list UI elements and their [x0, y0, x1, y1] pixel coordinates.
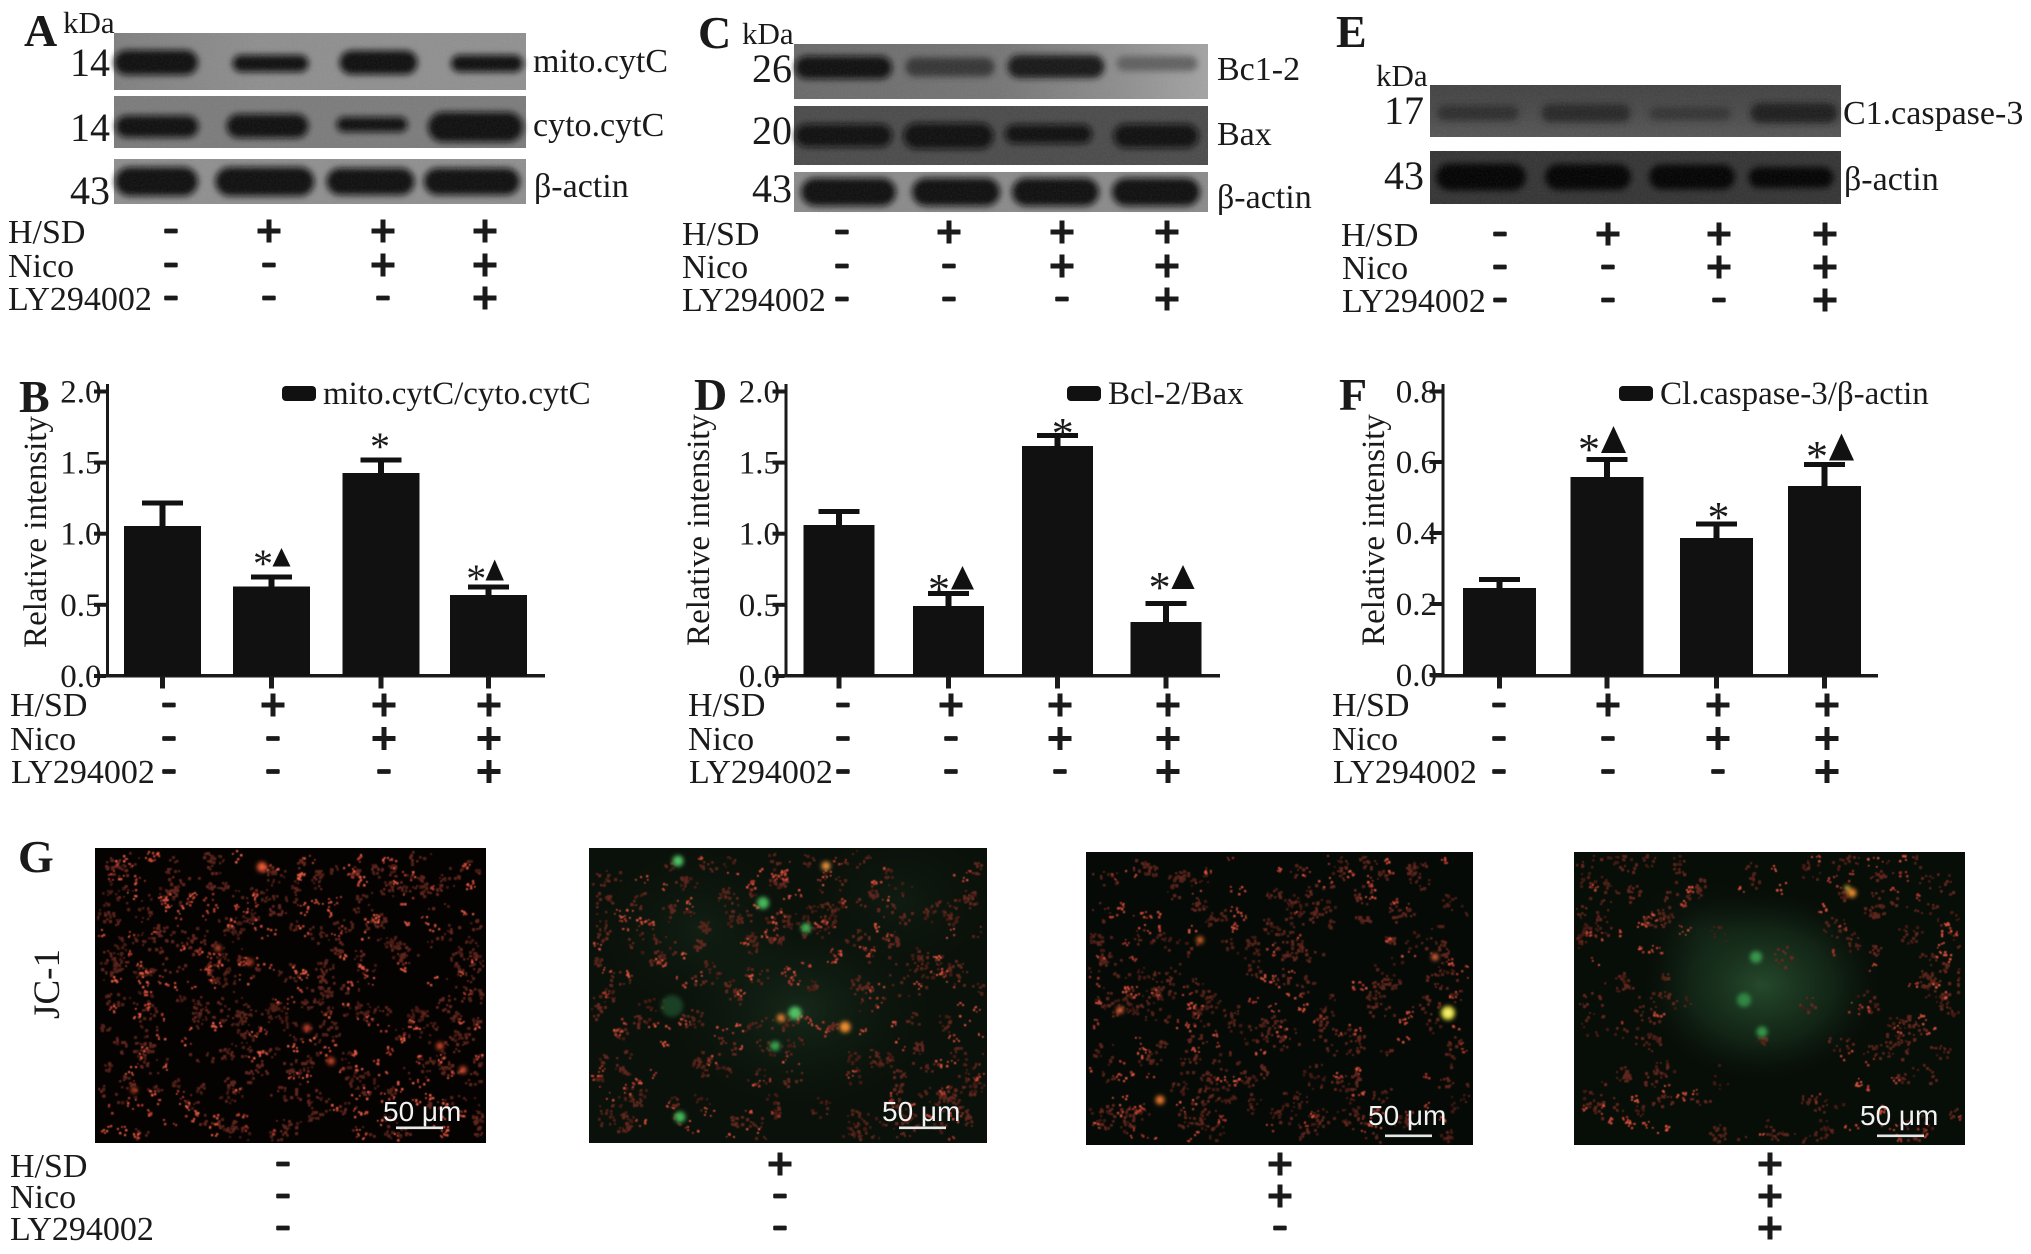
svg-text:kDa: kDa — [1376, 58, 1428, 93]
svg-text:1.5: 1.5 — [60, 446, 101, 482]
svg-text:1.0: 1.0 — [739, 517, 780, 553]
svg-text:Relative intensity: Relative intensity — [681, 414, 717, 646]
svg-text:JC-1: JC-1 — [27, 949, 68, 1019]
svg-text:H/SD: H/SD — [1341, 217, 1418, 254]
svg-text:0.4: 0.4 — [1396, 516, 1437, 552]
svg-text:*: * — [370, 424, 390, 469]
svg-text:β-actin: β-actin — [534, 168, 629, 205]
svg-text:Bax: Bax — [1217, 116, 1272, 153]
svg-text:43: 43 — [1384, 153, 1424, 198]
svg-text:1.5: 1.5 — [739, 446, 780, 482]
svg-text:*: * — [253, 541, 273, 586]
svg-text:2.0: 2.0 — [60, 375, 101, 411]
svg-text:50 μm: 50 μm — [1368, 1100, 1446, 1131]
svg-text:Bcl-2/Bax: Bcl-2/Bax — [1108, 376, 1244, 412]
svg-text:H/SD: H/SD — [10, 1148, 87, 1185]
svg-text:kDa: kDa — [742, 16, 794, 51]
svg-text:E: E — [1336, 6, 1367, 57]
svg-text:B: B — [19, 371, 50, 422]
svg-text:*: * — [1149, 563, 1171, 612]
svg-text:A: A — [24, 5, 57, 56]
svg-text:50 μm: 50 μm — [383, 1096, 461, 1127]
svg-text:Nico: Nico — [682, 249, 748, 286]
svg-text:*: * — [466, 556, 486, 601]
svg-text:0.5: 0.5 — [739, 588, 780, 624]
svg-text:Nico: Nico — [8, 248, 74, 285]
svg-text:43: 43 — [70, 168, 110, 213]
svg-text:20: 20 — [752, 108, 792, 153]
svg-text:*: * — [1708, 493, 1730, 542]
svg-text:LY294002: LY294002 — [10, 1211, 154, 1248]
svg-text:0.8: 0.8 — [1396, 375, 1437, 411]
svg-text:0.2: 0.2 — [1396, 587, 1437, 623]
svg-text:Nico: Nico — [1342, 250, 1408, 287]
svg-text:H/SD: H/SD — [8, 214, 85, 251]
svg-text:26: 26 — [752, 46, 792, 91]
svg-text:mito.cytC/cyto.cytC: mito.cytC/cyto.cytC — [323, 376, 591, 412]
svg-text:C: C — [698, 7, 731, 58]
svg-text:50 μm: 50 μm — [882, 1096, 960, 1127]
svg-text:Cl.caspase-3/β-actin: Cl.caspase-3/β-actin — [1660, 376, 1929, 412]
svg-text:LY294002: LY294002 — [1342, 283, 1486, 320]
svg-text:G: G — [18, 831, 54, 882]
svg-text:Nico: Nico — [10, 721, 76, 758]
svg-text:*: * — [1052, 409, 1074, 458]
svg-text:cyto.cytC: cyto.cytC — [533, 107, 664, 144]
svg-text:0.6: 0.6 — [1396, 445, 1437, 481]
svg-text:β-actin: β-actin — [1217, 179, 1312, 216]
svg-text:14: 14 — [70, 40, 110, 85]
svg-text:F: F — [1339, 369, 1367, 420]
svg-text:0.0: 0.0 — [60, 659, 101, 695]
svg-text:Nico: Nico — [1332, 721, 1398, 758]
svg-text:Relative intensity: Relative intensity — [1356, 414, 1392, 646]
svg-text:LY294002: LY294002 — [8, 281, 152, 318]
svg-text:*: * — [1806, 432, 1828, 481]
svg-text:C1.caspase-3: C1.caspase-3 — [1843, 95, 2023, 132]
svg-text:β-actin: β-actin — [1844, 161, 1939, 198]
svg-text:H/SD: H/SD — [688, 687, 765, 724]
svg-text:LY294002: LY294002 — [689, 754, 833, 791]
svg-text:Nico: Nico — [688, 721, 754, 758]
svg-text:*: * — [1578, 425, 1600, 474]
svg-text:LY294002: LY294002 — [11, 754, 155, 791]
svg-text:LY294002: LY294002 — [1333, 754, 1477, 791]
svg-text:mito.cytC: mito.cytC — [533, 43, 668, 80]
svg-text:Bc1-2: Bc1-2 — [1217, 51, 1300, 88]
svg-text:0.0: 0.0 — [1396, 658, 1437, 694]
svg-text:0.5: 0.5 — [60, 588, 101, 624]
svg-text:50 μm: 50 μm — [1860, 1100, 1938, 1131]
svg-text:H/SD: H/SD — [10, 687, 87, 724]
svg-text:0.0: 0.0 — [739, 659, 780, 695]
svg-text:D: D — [694, 369, 727, 420]
svg-text:Relative intensity: Relative intensity — [18, 416, 54, 648]
svg-text:43: 43 — [752, 166, 792, 211]
svg-text:kDa: kDa — [63, 5, 115, 40]
svg-text:H/SD: H/SD — [1332, 687, 1409, 724]
svg-text:17: 17 — [1384, 88, 1424, 133]
svg-text:Nico: Nico — [10, 1179, 76, 1216]
svg-text:2.0: 2.0 — [739, 375, 780, 411]
svg-text:*: * — [928, 565, 950, 614]
svg-text:1.0: 1.0 — [60, 517, 101, 553]
svg-text:14: 14 — [70, 105, 110, 150]
svg-text:H/SD: H/SD — [682, 216, 759, 253]
svg-text:LY294002: LY294002 — [682, 282, 826, 319]
